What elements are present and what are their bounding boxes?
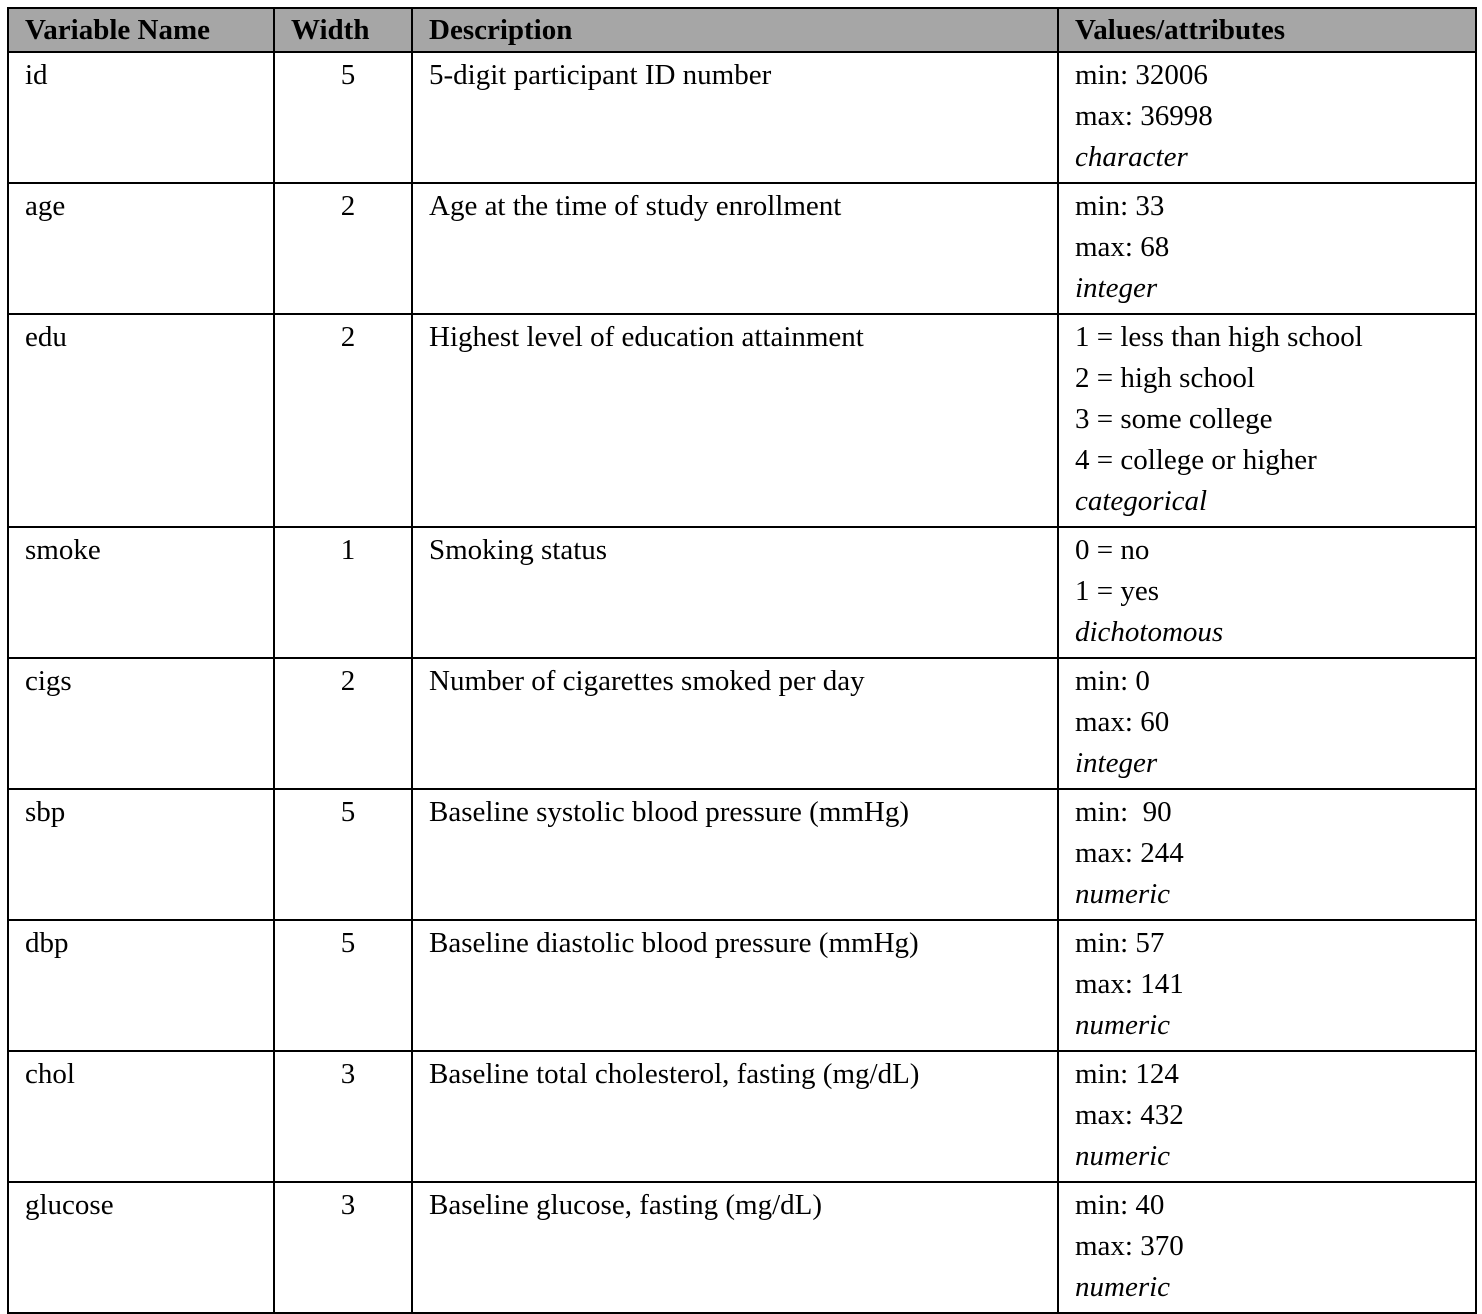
- value-line: min: 90: [1075, 796, 1172, 829]
- table-row-edu: edu 2 Highest level of education attainm…: [7, 313, 1477, 529]
- table-row-chol: chol 3 Baseline total cholesterol, fasti…: [7, 1050, 1477, 1184]
- header-cell-values-attributes: Values/attributes: [1057, 6, 1477, 54]
- header-cell-variable-name: Variable Name: [7, 6, 275, 54]
- header-cell-width: Width: [273, 6, 413, 54]
- value-line: max: 244: [1075, 837, 1184, 870]
- type-label: categorical: [1075, 485, 1208, 518]
- value-line: min: 32006: [1075, 59, 1208, 92]
- value-line: 0 = no: [1075, 534, 1150, 567]
- description-cell: Smoking status: [411, 526, 1059, 660]
- value-line: min: 33: [1075, 190, 1165, 223]
- description-cell: Baseline total cholesterol, fasting (mg/…: [411, 1050, 1059, 1184]
- table-row-glucose: glucose 3 Baseline glucose, fasting (mg/…: [7, 1181, 1477, 1314]
- table-row-smoke: smoke 1 Smoking status 0 = no 1 = yes di…: [7, 526, 1477, 660]
- variable-name-cell: age: [7, 182, 275, 316]
- description-cell: Baseline glucose, fasting (mg/dL): [411, 1181, 1059, 1314]
- width-cell: 5: [273, 788, 413, 922]
- description-cell: Highest level of education attainment: [411, 313, 1059, 529]
- width-cell: 3: [273, 1050, 413, 1184]
- value-line: max: 432: [1075, 1099, 1184, 1132]
- variable-name-cell: id: [7, 51, 275, 185]
- value-line: 2 = high school: [1075, 362, 1255, 395]
- value-line: 1 = less than high school: [1075, 321, 1363, 354]
- value-line: min: 124: [1075, 1058, 1179, 1091]
- type-label: numeric: [1075, 1140, 1171, 1173]
- table-row-dbp: dbp 5 Baseline diastolic blood pressure …: [7, 919, 1477, 1053]
- width-cell: 3: [273, 1181, 413, 1314]
- values-cell: 0 = no 1 = yes dichotomous: [1057, 526, 1477, 660]
- width-cell: 5: [273, 919, 413, 1053]
- value-line: min: 40: [1075, 1189, 1165, 1222]
- description-cell: Baseline systolic blood pressure (mmHg): [411, 788, 1059, 922]
- variable-name-cell: dbp: [7, 919, 275, 1053]
- type-label: integer: [1075, 272, 1158, 305]
- values-cell: min: 32006 max: 36998 character: [1057, 51, 1477, 185]
- value-line: max: 60: [1075, 706, 1170, 739]
- header-cell-description: Description: [411, 6, 1059, 54]
- width-cell: 2: [273, 182, 413, 316]
- variable-name-cell: sbp: [7, 788, 275, 922]
- table-row-sbp: sbp 5 Baseline systolic blood pressure (…: [7, 788, 1477, 922]
- description-cell: 5-digit participant ID number: [411, 51, 1059, 185]
- description-cell: Age at the time of study enrollment: [411, 182, 1059, 316]
- type-label: numeric: [1075, 1271, 1171, 1304]
- value-line: 1 = yes: [1075, 575, 1160, 608]
- value-line: 4 = college or higher: [1075, 444, 1317, 477]
- table-row-cigs: cigs 2 Number of cigarettes smoked per d…: [7, 657, 1477, 791]
- values-cell: min: 40 max: 370 numeric: [1057, 1181, 1477, 1314]
- values-cell: min: 124 max: 432 numeric: [1057, 1050, 1477, 1184]
- variable-name-cell: glucose: [7, 1181, 275, 1314]
- type-label: dichotomous: [1075, 616, 1224, 649]
- value-line: max: 36998: [1075, 100, 1213, 133]
- value-line: max: 68: [1075, 231, 1170, 264]
- table-row-id: id 5 5-digit participant ID number min: …: [7, 51, 1477, 185]
- value-line: max: 141: [1075, 968, 1184, 1001]
- variable-name-cell: smoke: [7, 526, 275, 660]
- variable-name-cell: edu: [7, 313, 275, 529]
- values-cell: min: 33 max: 68 integer: [1057, 182, 1477, 316]
- width-cell: 5: [273, 51, 413, 185]
- value-line: max: 370: [1075, 1230, 1184, 1263]
- type-label: numeric: [1075, 878, 1171, 911]
- value-line: 3 = some college: [1075, 403, 1273, 436]
- table-row-age: age 2 Age at the time of study enrollmen…: [7, 182, 1477, 316]
- values-cell: min: 90 max: 244 numeric: [1057, 788, 1477, 922]
- type-label: numeric: [1075, 1009, 1171, 1042]
- description-cell: Number of cigarettes smoked per day: [411, 657, 1059, 791]
- width-cell: 2: [273, 313, 413, 529]
- values-cell: min: 0 max: 60 integer: [1057, 657, 1477, 791]
- header-row: Variable Name Width Description Values/a…: [7, 6, 1477, 54]
- width-cell: 1: [273, 526, 413, 660]
- type-label: integer: [1075, 747, 1158, 780]
- variable-name-cell: chol: [7, 1050, 275, 1184]
- values-cell: min: 57 max: 141 numeric: [1057, 919, 1477, 1053]
- description-cell: Baseline diastolic blood pressure (mmHg): [411, 919, 1059, 1053]
- variable-name-cell: cigs: [7, 657, 275, 791]
- width-cell: 2: [273, 657, 413, 791]
- codebook-table: Variable Name Width Description Values/a…: [7, 6, 1477, 1314]
- page: Variable Name Width Description Values/a…: [7, 6, 1477, 1314]
- type-label: character: [1075, 141, 1188, 174]
- value-line: min: 57: [1075, 927, 1165, 960]
- value-line: min: 0: [1075, 665, 1150, 698]
- values-cell: 1 = less than high school 2 = high schoo…: [1057, 313, 1477, 529]
